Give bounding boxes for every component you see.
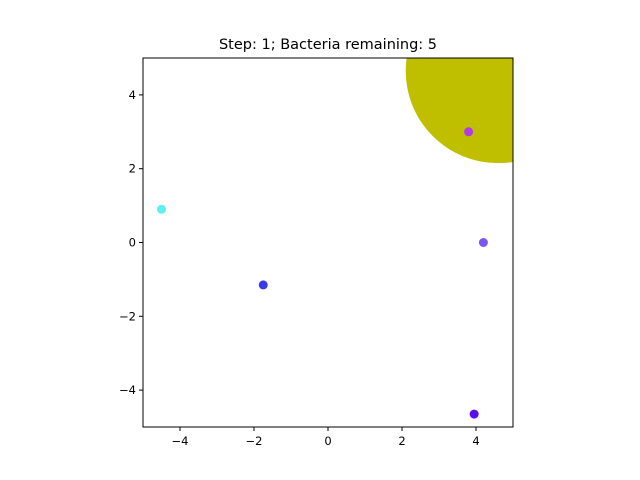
x-tick-label: 2 [398, 434, 405, 448]
bacterium-point [464, 127, 474, 137]
x-tick-label: −4 [172, 434, 189, 448]
y-tick-label: −4 [119, 383, 136, 397]
bacterium-point [478, 238, 488, 247]
x-tick-label: −2 [246, 434, 263, 448]
y-tick-label: 2 [129, 162, 136, 176]
bacterium-point [157, 204, 166, 214]
bacterium-point [258, 280, 268, 290]
plot-area [157, 58, 513, 419]
bacterium-point [469, 409, 479, 419]
y-tick-label: −2 [119, 309, 136, 323]
x-tick-label: 4 [472, 434, 479, 448]
y-axis: −4 −2 0 2 4 [119, 88, 143, 397]
chart-title: Step: 1; Bacteria remaining: 5 [219, 37, 437, 53]
x-tick-label: 0 [324, 434, 331, 448]
x-axis: −4 −2 0 2 4 [172, 427, 480, 448]
predator-circle [405, 58, 513, 164]
y-tick-label: 0 [129, 236, 136, 250]
y-tick-label: 4 [129, 88, 136, 102]
